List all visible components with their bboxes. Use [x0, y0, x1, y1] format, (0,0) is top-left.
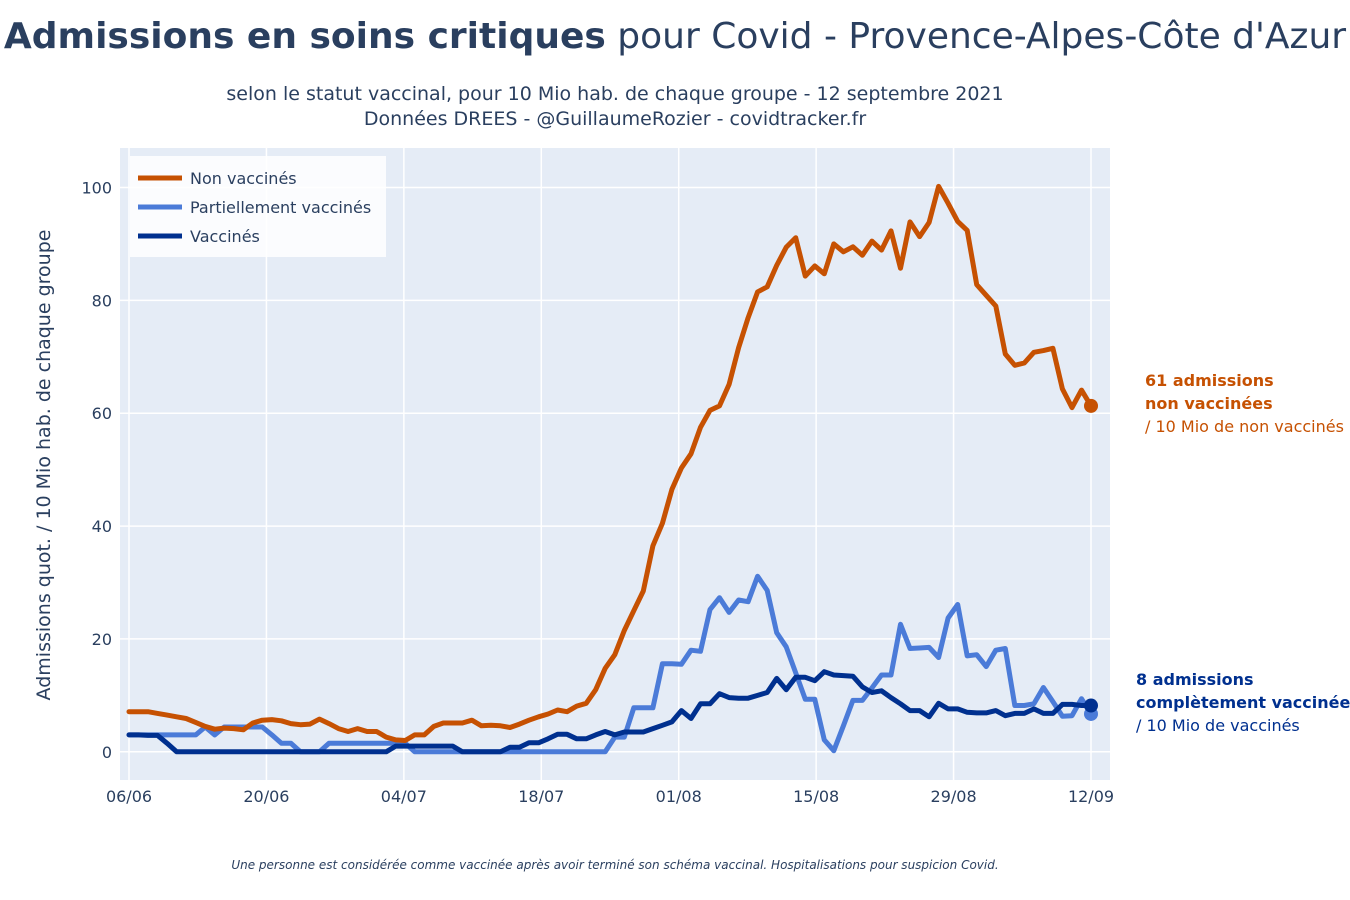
annotation-vaccinated-line-3: / 10 Mio de vaccinés — [1136, 716, 1300, 735]
x-tick-label: 06/06 — [106, 787, 152, 806]
chart-subtitle: selon le statut vaccinal, pour 10 Mio ha… — [0, 82, 1230, 132]
x-tick-label: 12/09 — [1068, 787, 1114, 806]
data-series — [126, 183, 1098, 755]
y-tick-label: 0 — [102, 743, 112, 762]
x-tick-label: 29/08 — [931, 787, 977, 806]
y-tick-label: 60 — [92, 404, 112, 423]
footnote: Une personne est considérée comme vaccin… — [231, 858, 999, 872]
chart-title: Admissions en soins critiques pour Covid… — [0, 16, 1350, 57]
annotation-unvaccinated-line-2: non vaccinées — [1145, 394, 1273, 413]
x-tick-label: 18/07 — [518, 787, 564, 806]
axes: 0 20 40 60 80 100 06/06 20/06 04/07 18/07 01/08 15/… — [81, 179, 1114, 807]
legend-label-1: Partiellement vaccinés — [190, 198, 371, 217]
y-tick-label: 100 — [81, 179, 112, 198]
series-line-1 — [126, 573, 1094, 755]
chart-title-rest: pour Covid - Provence-Alpes-Côte d'Azur — [605, 16, 1347, 57]
x-tick-label: 20/06 — [243, 787, 289, 806]
subtitle-line-1: selon le statut vaccinal, pour 10 Mio ha… — [226, 83, 1004, 105]
annotation-unvaccinated-line-1: 61 admissions — [1145, 371, 1274, 390]
legend: Non vaccinés Partiellement vaccinés Vaccin… — [130, 156, 386, 257]
x-tick-label: 01/08 — [656, 787, 702, 806]
legend-label-0: Non vaccinés — [190, 169, 297, 188]
series-end-marker-0 — [1084, 398, 1098, 413]
annotation-vaccinated: 8 admissions complètement vaccinée / 10 … — [1136, 668, 1350, 737]
y-tick-label: 20 — [92, 630, 112, 649]
annotation-unvaccinated-line-3: / 10 Mio de non vaccinés — [1145, 417, 1344, 436]
annotation-vaccinated-line-2: complètement vaccinée — [1136, 693, 1350, 712]
y-axis-label: Admissions quot. / 10 Mio hab. de chaque… — [33, 230, 55, 701]
x-tick-label: 04/07 — [381, 787, 427, 806]
subtitle-line-2: Données DREES - @GuillaumeRozier - covid… — [363, 108, 867, 130]
y-tick-label: 40 — [92, 517, 112, 536]
x-tick-label: 15/08 — [793, 787, 839, 806]
annotation-unvaccinated: 61 admissions non vaccinées / 10 Mio de … — [1145, 369, 1344, 438]
chart-title-bold: Admissions en soins critiques — [3, 16, 606, 57]
series-line-0 — [126, 183, 1094, 743]
y-tick-label: 80 — [92, 291, 112, 310]
annotation-vaccinated-line-1: 8 admissions — [1136, 670, 1254, 689]
legend-label-2: Vaccinés — [190, 227, 260, 246]
series-line-2 — [126, 669, 1094, 755]
series-end-marker-2 — [1084, 698, 1098, 713]
